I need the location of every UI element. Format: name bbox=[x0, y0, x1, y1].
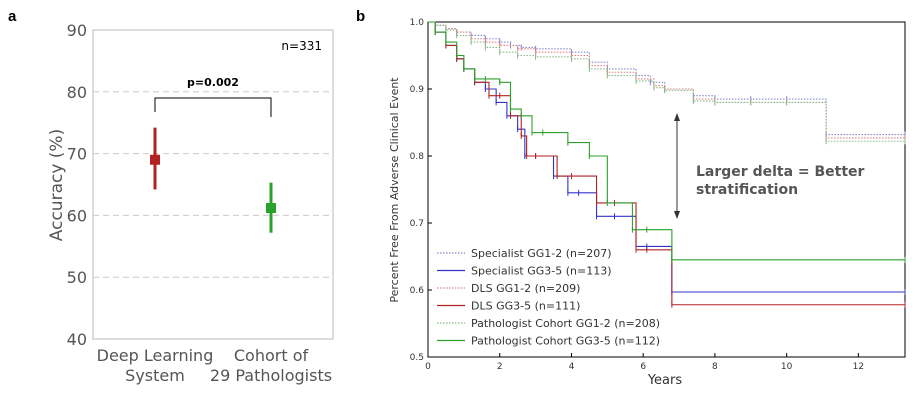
survival-x-axis-label: Years bbox=[647, 373, 683, 388]
accuracy-point-marker bbox=[150, 154, 160, 165]
survival-x-ticks: 0 2 4 6 8 10 12 bbox=[425, 353, 864, 372]
accuracy-y-ticks: 40 50 60 70 80 90 bbox=[67, 21, 87, 349]
accuracy-point-marker bbox=[266, 202, 276, 213]
accuracy-points bbox=[150, 127, 276, 233]
survival-y-tick-label: 1.0 bbox=[410, 18, 425, 28]
survival-y-tick-label: 0.7 bbox=[410, 219, 424, 229]
legend-entry: DLS GG1-2 (n=209) bbox=[471, 282, 580, 295]
survival-x-tick-label: 10 bbox=[781, 362, 793, 372]
accuracy-category-label: Deep Learning bbox=[97, 346, 214, 365]
accuracy-y-tick-label: 50 bbox=[67, 268, 87, 287]
delta-arrow-head-top bbox=[674, 113, 680, 121]
accuracy-grid bbox=[93, 91, 333, 278]
accuracy-y-tick-label: 90 bbox=[67, 21, 87, 40]
accuracy-category-label: System bbox=[125, 366, 185, 385]
p-value-annotation: p=0.002 bbox=[187, 76, 239, 89]
survival-chart: 0.5 0.6 0.7 0.8 0.9 1.0 0 2 4 6 8 10 12 Percent Fre… bbox=[388, 18, 906, 388]
delta-annotation-line-2: stratification bbox=[696, 182, 798, 198]
survival-y-tick-label: 0.5 bbox=[410, 353, 424, 363]
survival-curve-5 bbox=[428, 21, 905, 142]
accuracy-y-tick-label: 80 bbox=[67, 83, 87, 102]
delta-annotation-line-1: Larger delta = Better bbox=[696, 164, 865, 180]
accuracy-y-tick-label: 70 bbox=[67, 145, 87, 164]
survival-legend: Specialist GG1-2 (n=207) Specialist GG3-5… bbox=[437, 247, 660, 348]
survival-y-axis-label: Percent Free From Adverse Clinical Event bbox=[388, 77, 401, 303]
accuracy-chart: 40 50 60 70 80 90 Accuracy (%) Deep LearningS… bbox=[47, 21, 334, 385]
survival-curves bbox=[428, 21, 906, 308]
panel-b-label: b bbox=[356, 8, 365, 25]
sample-size-annotation: n=331 bbox=[281, 39, 322, 53]
legend-entry: DLS GG3-5 (n=111) bbox=[471, 300, 580, 313]
significance-bracket bbox=[154, 97, 272, 117]
accuracy-y-tick-label: 40 bbox=[67, 330, 87, 349]
survival-y-tick-label: 0.8 bbox=[410, 152, 425, 162]
survival-y-ticks: 0.5 0.6 0.7 0.8 0.9 1.0 bbox=[410, 18, 432, 363]
legend-entry: Specialist GG1-2 (n=207) bbox=[471, 247, 612, 260]
accuracy-plot-frame bbox=[92, 29, 334, 340]
panel-a-label: a bbox=[8, 8, 17, 25]
accuracy-y-tick-label: 60 bbox=[67, 206, 87, 225]
survival-x-tick-label: 2 bbox=[497, 362, 503, 372]
legend-entry: Pathologist Cohort GG1-2 (n=208) bbox=[471, 317, 660, 330]
accuracy-category-label: Cohort of bbox=[234, 346, 309, 365]
survival-x-tick-label: 6 bbox=[640, 362, 646, 372]
survival-y-tick-label: 0.6 bbox=[410, 286, 425, 296]
legend-entry: Specialist GG3-5 (n=113) bbox=[471, 265, 612, 278]
survival-x-tick-label: 8 bbox=[712, 362, 718, 372]
survival-x-tick-label: 0 bbox=[425, 362, 431, 372]
delta-arrow-head-bottom bbox=[674, 211, 680, 219]
survival-y-tick-label: 0.9 bbox=[410, 85, 425, 95]
survival-x-tick-label: 4 bbox=[569, 362, 575, 372]
survival-curve-6 bbox=[428, 21, 905, 261]
survival-curve-3 bbox=[428, 21, 905, 139]
accuracy-category-label: 29 Pathologists bbox=[210, 366, 332, 385]
accuracy-y-axis-label: Accuracy (%) bbox=[47, 129, 67, 241]
survival-x-tick-label: 12 bbox=[853, 362, 864, 372]
survival-plot-frame bbox=[427, 21, 906, 358]
legend-entry: Pathologist Cohort GG3-5 (n=112) bbox=[471, 335, 660, 348]
